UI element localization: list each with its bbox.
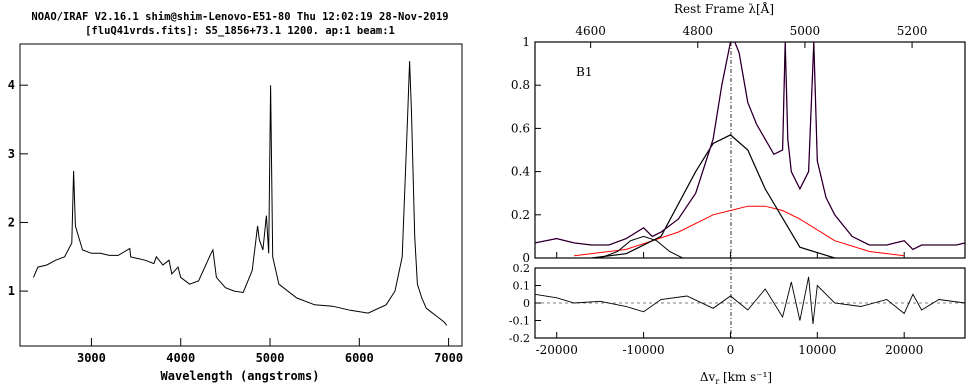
hbeta-gaussian-curve [591,134,835,258]
right-ytick-label: 0.8 [511,78,530,92]
left-xtick-label: 6000 [345,351,374,365]
residual-ytick-label: 0.2 [513,262,531,275]
left-ytick-label: 1 [8,284,15,298]
left-axis-ticks: 3000 4000 5000 6000 7000 1 2 3 4 [8,78,463,365]
xlabel-delta-v: Δv [700,370,716,384]
left-plot-frame [19,43,463,347]
top-xtick-label: 4800 [683,24,714,38]
rest-frame-label: Rest Frame λ[Å] [674,1,774,16]
left-xlabel: Wavelength (angstroms) [161,369,320,383]
right-ytick-label: 0.4 [511,165,530,179]
top-xtick-label: 4600 [575,24,606,38]
panel-label-b1: B1 [576,65,592,79]
xlabel-units: [km s⁻¹] [719,370,772,384]
right-panel: Rest Frame λ[Å] -20000 -10000 0 10000 20000 4… [509,1,966,386]
broad-component-curve [574,205,905,257]
right-xtick-label: 10000 [798,343,836,357]
left-xtick-label: 5000 [256,351,285,365]
right-xtick-label: -20000 [536,343,578,357]
right-ytick-label: 0.2 [511,208,530,222]
blue-bump-gaussian-curve [600,235,683,258]
right-xtick-label: 0 [727,343,735,357]
residual-curve [534,276,966,325]
left-ytick-label: 3 [8,147,15,161]
right-xlabel: Δvr [km s⁻¹] [700,370,772,386]
iraf-header-line2: [fluQ41vrds.fits]: S5_1856+73.1 1200. ap… [85,25,395,37]
residual-ytick-label: 0.1 [513,280,531,293]
right-axis-ticks: -20000 -10000 0 10000 20000 4600 4800 5000 5200 0… [509,24,928,357]
top-xtick-label: 5000 [790,24,821,38]
left-xtick-label: 4000 [166,351,195,365]
spectrum-line [32,61,448,326]
right-main-frame [534,41,966,259]
right-ytick-label: 0 [522,251,530,265]
left-panel: NOAO/IRAF V2.16.1 shim@shim-Lenovo-E51-8… [8,11,463,383]
right-residual-frame [534,267,966,339]
right-xtick-label: -10000 [622,343,664,357]
right-ytick-label: 0.6 [511,121,530,135]
observed-spectrum-curve [535,42,965,250]
top-xtick-label: 5200 [897,24,928,38]
right-ytick-label: 1 [522,35,530,49]
model-fit-curve [535,42,965,251]
xlabel-subscript: r [715,377,719,386]
left-ytick-label: 2 [8,215,15,229]
left-xtick-label: 3000 [77,351,106,365]
iraf-header-line1: NOAO/IRAF V2.16.1 shim@shim-Lenovo-E51-8… [31,11,448,23]
residual-ytick-label: -0.2 [509,332,530,345]
left-xtick-label: 7000 [434,351,463,365]
left-ytick-label: 4 [8,78,15,92]
residual-ytick-label: -0.1 [509,315,530,328]
right-curves [534,42,966,325]
residual-ytick-label: 0 [523,297,530,310]
right-xtick-label: 20000 [885,343,923,357]
